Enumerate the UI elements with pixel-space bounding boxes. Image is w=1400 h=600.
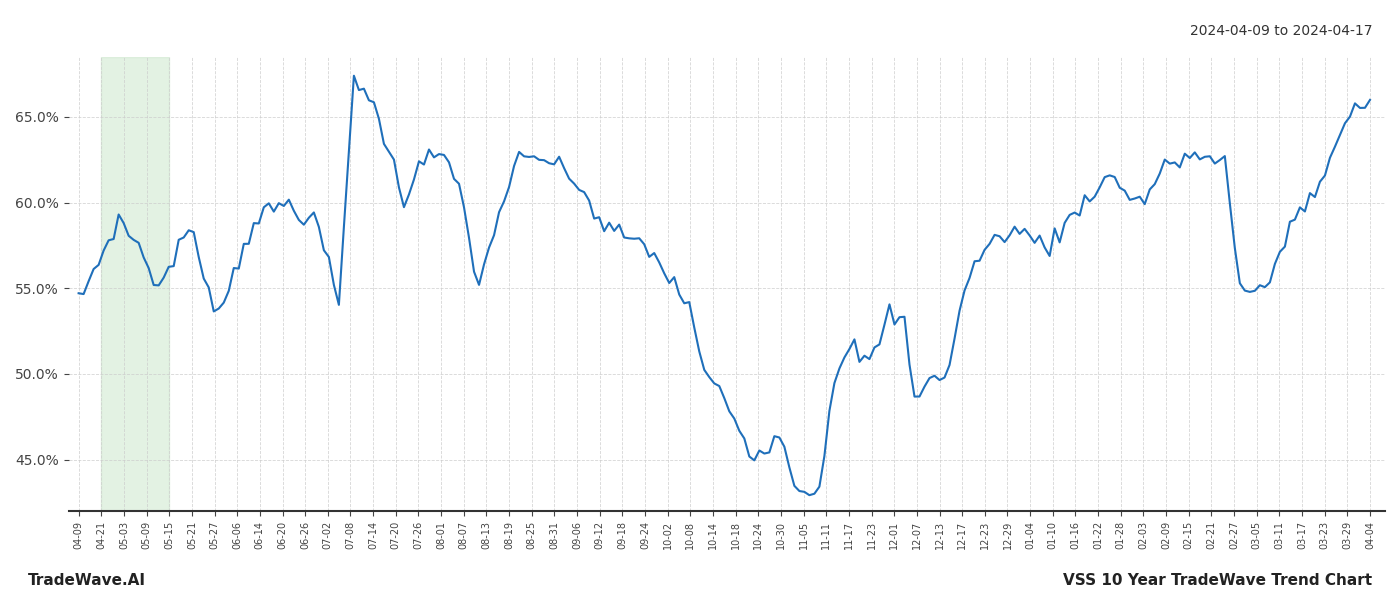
Text: TradeWave.AI: TradeWave.AI bbox=[28, 573, 146, 588]
Text: 2024-04-09 to 2024-04-17: 2024-04-09 to 2024-04-17 bbox=[1190, 24, 1372, 38]
Bar bbox=[101, 57, 169, 511]
Text: VSS 10 Year TradeWave Trend Chart: VSS 10 Year TradeWave Trend Chart bbox=[1063, 573, 1372, 588]
